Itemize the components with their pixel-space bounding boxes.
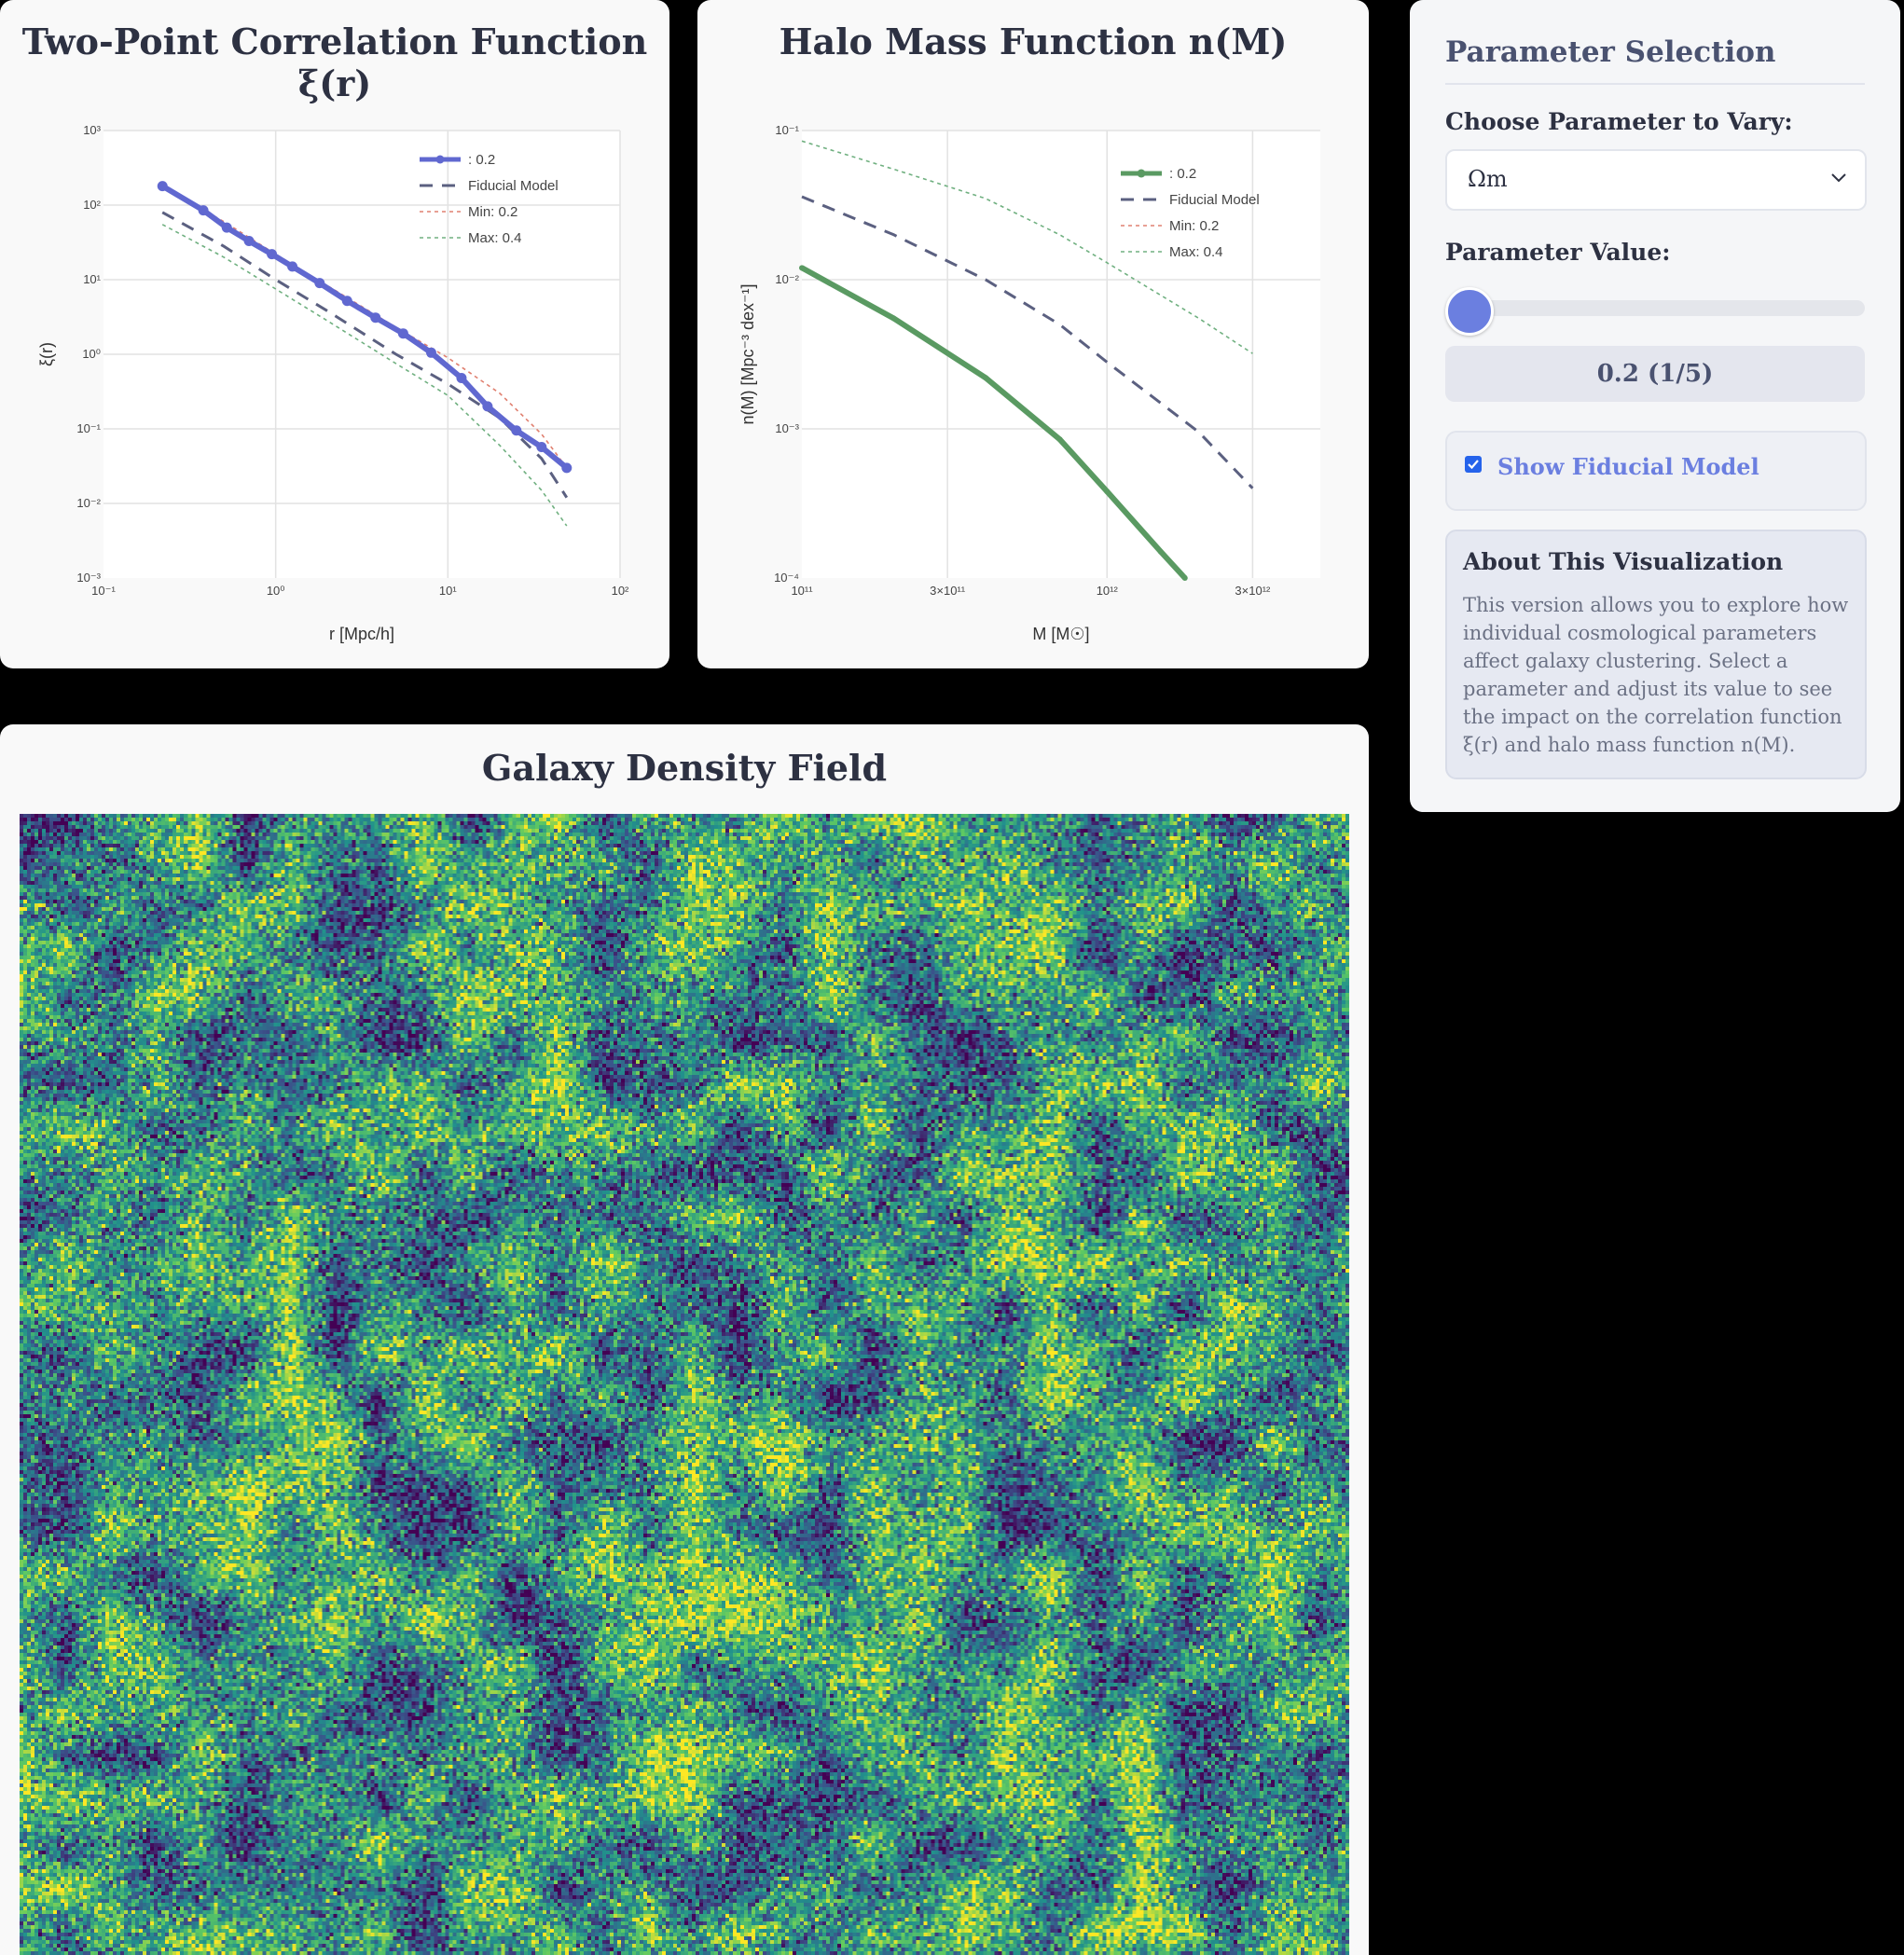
- x-tick-label: 10⁻¹: [91, 584, 116, 598]
- x-axis-label: r [Mpc/h]: [329, 625, 394, 643]
- parameter-value-display: 0.2 (1/5): [1445, 346, 1865, 402]
- x-tick-label: 3×10¹¹: [930, 584, 966, 598]
- y-axis-label: ξ(r): [37, 342, 56, 366]
- legend-label: Max: 0.4: [468, 230, 522, 246]
- data-point: [243, 236, 255, 247]
- parameter-select-value: Ωm: [1468, 166, 1508, 192]
- y-tick-label: 10²: [83, 198, 101, 212]
- density-field-heatmap[interactable]: [20, 814, 1349, 1955]
- legend-marker: [435, 155, 445, 164]
- plot-area: [802, 131, 1320, 578]
- y-tick-label: 10⁰: [82, 347, 101, 361]
- parameter-slider-thumb[interactable]: [1445, 287, 1494, 336]
- y-tick-label: 10⁻¹: [76, 421, 101, 435]
- data-point: [287, 261, 298, 272]
- parameter-select[interactable]: Ωm: [1445, 149, 1867, 211]
- checkmark-icon: [1468, 460, 1479, 470]
- x-axis-label: M [M☉]: [1032, 625, 1089, 643]
- about-visualization-box: About This Visualization This version al…: [1445, 530, 1867, 779]
- series-line-2: [161, 185, 568, 469]
- show-fiducial-label[interactable]: Show Fiducial Model: [1497, 453, 1759, 480]
- data-point: [267, 249, 278, 260]
- halo-mass-function-title: Halo Mass Function n(M): [779, 21, 1288, 62]
- data-point: [198, 205, 209, 216]
- choose-parameter-label: Choose Parameter to Vary:: [1445, 108, 1793, 135]
- data-point: [456, 373, 467, 384]
- data-point: [314, 278, 325, 289]
- data-point: [1157, 548, 1164, 555]
- x-tick-label: 10¹: [439, 584, 457, 598]
- data-point: [983, 375, 989, 381]
- correlation-function-chart[interactable]: 10⁻¹ 10⁰ 10¹ 10² 10⁻³ 10⁻² 10⁻¹ 10⁰ 10¹ 10² 10³ r […: [0, 0, 669, 668]
- correlation-function-title: Two-Point Correlation Function ξ(r): [21, 21, 648, 104]
- data-point: [561, 462, 573, 474]
- show-fiducial-checkbox[interactable]: [1465, 456, 1482, 473]
- x-tick-label: 10⁰: [267, 584, 285, 598]
- legend-label: Fiducial Model: [1169, 192, 1260, 208]
- legend-label: Fiducial Model: [468, 178, 559, 194]
- density-field-panel: Galaxy Density Field: [0, 724, 1369, 1955]
- y-axis-label: n(M) [Mpc⁻³ dex⁻¹]: [738, 283, 757, 424]
- y-tick-label: 10⁻⁴: [774, 571, 799, 585]
- about-title: About This Visualization: [1463, 548, 1784, 575]
- data-point: [536, 442, 547, 453]
- series-line-0: [160, 184, 569, 471]
- chevron-down-icon: [1831, 173, 1846, 183]
- parameter-slider-track[interactable]: [1445, 300, 1865, 316]
- y-tick-label: 10³: [83, 123, 101, 137]
- legend-label: : 0.2: [468, 152, 495, 168]
- y-tick-label: 10⁻³: [775, 421, 799, 435]
- data-point: [482, 401, 493, 412]
- parameter-value-label: Parameter Value:: [1445, 239, 1671, 266]
- show-fiducial-toggle[interactable]: Show Fiducial Model: [1445, 431, 1867, 511]
- halo-mass-function-panel: Halo Mass Function n(M) 10¹¹ 3×10¹¹ 10¹² 3×…: [697, 0, 1369, 668]
- halo-mass-function-chart[interactable]: 10¹¹ 3×10¹¹ 10¹² 3×10¹² 10⁻⁴ 10⁻³ 10⁻² 10⁻¹ M [M…: [697, 0, 1369, 668]
- density-field-title: Galaxy Density Field: [481, 747, 888, 789]
- data-point: [425, 347, 436, 358]
- legend-label: : 0.2: [1169, 166, 1196, 182]
- data-point: [157, 181, 168, 192]
- data-point: [799, 265, 805, 271]
- heading-divider: [1445, 83, 1865, 85]
- x-tick-label: 3×10¹²: [1235, 584, 1271, 598]
- x-tick-label: 10²: [612, 584, 629, 598]
- data-point: [1056, 436, 1063, 443]
- data-point: [221, 222, 232, 233]
- legend-label: Min: 0.2: [1169, 218, 1219, 234]
- y-tick-label: 10⁻²: [76, 496, 101, 510]
- series-line-1: [161, 211, 569, 499]
- series-line-3: [161, 224, 568, 527]
- data-point: [1104, 489, 1111, 495]
- parameter-control-panel: Parameter Selection Choose Parameter to …: [1410, 0, 1900, 812]
- x-tick-label: 10¹²: [1097, 584, 1119, 598]
- data-point: [370, 312, 381, 324]
- data-point: [341, 296, 352, 307]
- correlation-function-panel: Two-Point Correlation Function ξ(r) 10⁻¹…: [0, 0, 669, 668]
- legend-marker: [1137, 169, 1146, 178]
- legend-label: Min: 0.2: [468, 204, 517, 220]
- y-tick-label: 10⁻¹: [775, 123, 799, 137]
- y-tick-label: 10⁻³: [76, 571, 101, 585]
- data-point: [890, 315, 897, 322]
- x-tick-label: 10¹¹: [791, 584, 813, 598]
- about-text: This version allows you to explore how i…: [1463, 594, 1849, 756]
- data-point: [1181, 575, 1188, 581]
- legend-label: Max: 0.4: [1169, 244, 1223, 260]
- y-tick-label: 10¹: [83, 272, 101, 286]
- parameter-selection-heading: Parameter Selection: [1445, 35, 1776, 69]
- data-point: [397, 328, 408, 339]
- y-tick-label: 10⁻²: [775, 272, 799, 286]
- data-point: [511, 425, 522, 436]
- series-line-1: [801, 195, 1254, 489]
